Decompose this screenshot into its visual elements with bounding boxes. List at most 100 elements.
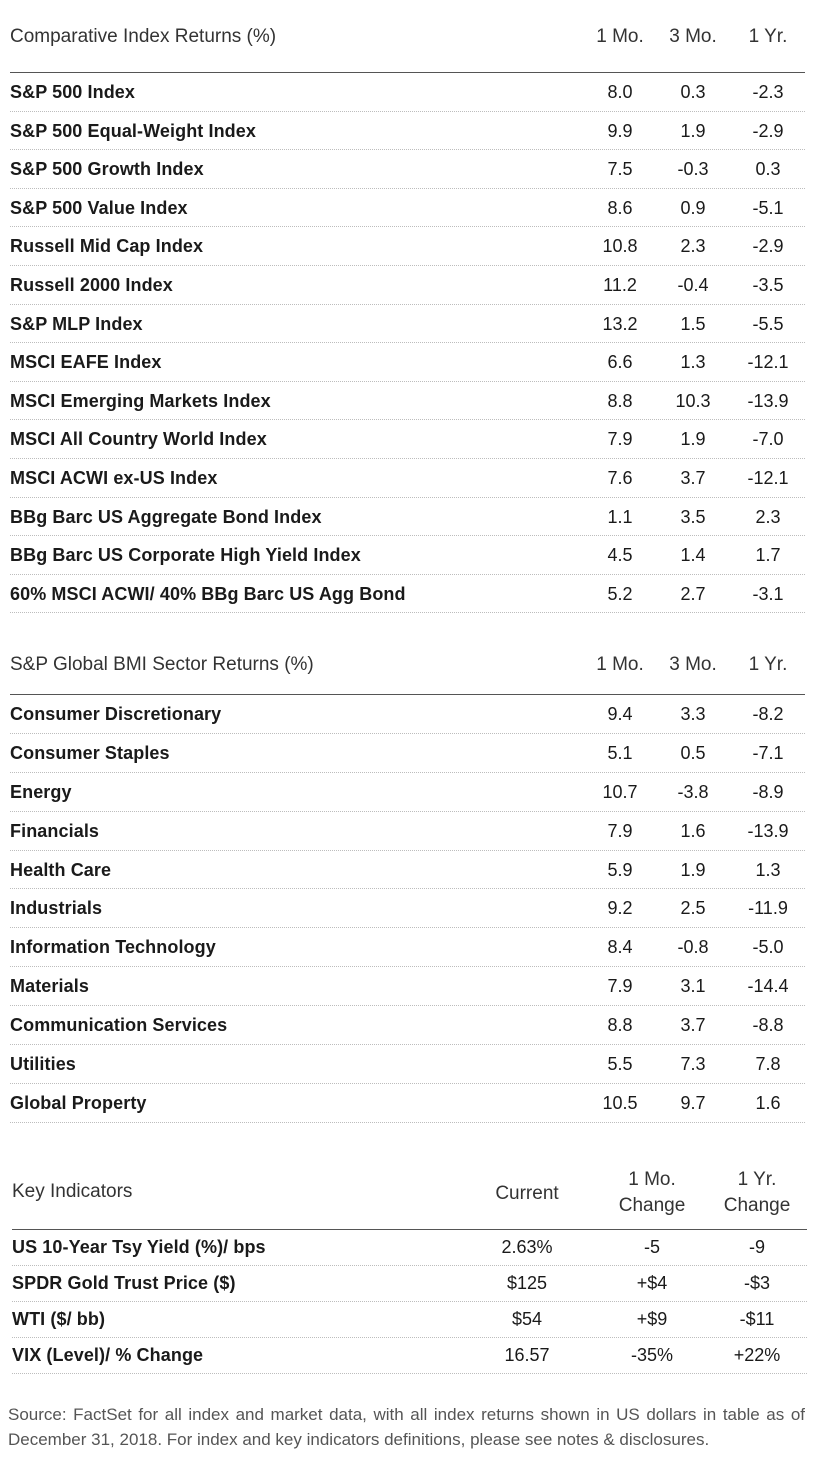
value-3mo: 0.9 xyxy=(680,197,706,218)
value-3mo: 1.3 xyxy=(680,352,706,373)
row-label: VIX (Level)/ % Change xyxy=(12,1345,204,1365)
value-1yr: -2.3 xyxy=(752,82,784,102)
table-row: Consumer Staples 5.1 0.5 -7.1 xyxy=(10,734,805,773)
table-row: S&P MLP Index 13.2 1.5 -5.5 xyxy=(10,305,805,344)
row-label: BBg Barc US Aggregate Bond Index xyxy=(10,506,322,527)
table-header: Key Indicators Current 1 Mo. Change 1 Yr… xyxy=(12,1153,807,1230)
table-row: MSCI EAFE Index 6.6 1.3 -12.1 xyxy=(10,343,805,382)
table-row: Russell Mid Cap Index 10.8 2.3 -2.9 xyxy=(10,227,805,266)
value-1yr-change: -$3 xyxy=(743,1273,770,1293)
column-header-1yr: 1 Yr. xyxy=(748,26,788,47)
value-1yr: 7.8 xyxy=(755,1054,781,1075)
value-1mo-change: -5 xyxy=(643,1237,660,1257)
value-1mo: 10.8 xyxy=(602,236,638,257)
table-title: S&P Global BMI Sector Returns (%) xyxy=(10,654,314,675)
value-3mo: -0.4 xyxy=(677,274,709,295)
table-row: Financials 7.9 1.6 -13.9 xyxy=(10,812,805,851)
value-1mo: 1.1 xyxy=(607,506,633,527)
row-label: Information Technology xyxy=(10,937,216,958)
value-1yr: -8.8 xyxy=(752,1015,784,1036)
table-row: Global Property 10.5 9.7 1.6 xyxy=(10,1084,805,1123)
value-3mo: 9.7 xyxy=(680,1092,706,1113)
value-1yr: -14.4 xyxy=(747,976,789,997)
table-row: Materials 7.9 3.1 -14.4 xyxy=(10,967,805,1007)
value-current: 16.57 xyxy=(504,1345,550,1365)
value-3mo: 0.5 xyxy=(680,742,706,763)
value-current: $125 xyxy=(506,1273,548,1293)
column-header-3mo: 3 Mo. xyxy=(669,26,717,47)
value-1yr: -8.2 xyxy=(752,704,784,724)
column-header-1yr: 1 Yr. xyxy=(748,654,788,675)
table-row: MSCI ACWI ex-US Index 7.6 3.7 -12.1 xyxy=(10,459,805,498)
value-1mo: 7.9 xyxy=(607,429,633,450)
table-row: Consumer Discretionary 9.4 3.3 -8.2 xyxy=(10,695,805,734)
value-3mo: 1.5 xyxy=(680,313,706,334)
value-1mo: 5.5 xyxy=(607,1054,633,1075)
comparative-index-returns-table: Comparative Index Returns (%) 1 Mo. 3 Mo… xyxy=(10,0,805,614)
value-3mo: 10.3 xyxy=(675,390,711,411)
value-1yr: 0.3 xyxy=(755,159,781,180)
table-row: S&P 500 Value Index 8.6 0.9 -5.1 xyxy=(10,189,805,228)
value-1mo: 7.6 xyxy=(607,467,633,488)
value-1mo: 8.6 xyxy=(607,197,633,218)
row-label: Consumer Staples xyxy=(10,742,170,763)
row-label: MSCI ACWI ex-US Index xyxy=(10,467,218,488)
row-label: SPDR Gold Trust Price ($) xyxy=(12,1273,236,1293)
value-3mo: 0.3 xyxy=(680,82,706,102)
table-header: Comparative Index Returns (%) 1 Mo. 3 Mo… xyxy=(10,0,805,73)
value-1yr-change: +22% xyxy=(733,1345,781,1365)
column-header-line: Change xyxy=(618,1195,686,1216)
row-label: Russell 2000 Index xyxy=(10,274,173,295)
value-1mo: 13.2 xyxy=(602,313,638,334)
sector-returns-table: S&P Global BMI Sector Returns (%) 1 Mo. … xyxy=(10,638,805,1123)
value-1mo: 8.0 xyxy=(607,82,633,102)
value-3mo: 3.3 xyxy=(680,704,706,724)
value-1mo-change: -35% xyxy=(630,1345,674,1365)
row-label: Consumer Discretionary xyxy=(10,704,222,724)
value-1yr: -5.0 xyxy=(752,937,784,958)
value-1yr: -5.5 xyxy=(752,313,784,334)
source-footnote: Source: FactSet for all index and market… xyxy=(8,1405,805,1449)
row-label: Industrials xyxy=(10,898,103,919)
value-3mo: 1.4 xyxy=(680,545,706,566)
table-title: Key Indicators xyxy=(12,1181,133,1202)
value-1mo: 4.5 xyxy=(607,545,633,566)
row-label: S&P 500 Value Index xyxy=(10,197,188,218)
table-row: VIX (Level)/ % Change 16.57 -35% +22% xyxy=(12,1338,807,1374)
row-label: Russell Mid Cap Index xyxy=(10,236,204,257)
value-1yr: -3.5 xyxy=(752,274,784,295)
table-row: Utilities 5.5 7.3 7.8 xyxy=(10,1045,805,1084)
value-1mo: 5.1 xyxy=(607,742,633,763)
value-3mo: 3.5 xyxy=(680,506,706,527)
value-3mo: 7.3 xyxy=(680,1054,706,1075)
column-header-1mo: 1 Mo. xyxy=(596,26,644,47)
value-1yr: -2.9 xyxy=(752,236,784,257)
row-label: S&P 500 Index xyxy=(10,82,136,102)
value-1yr: 1.7 xyxy=(755,545,781,566)
value-1mo: 8.4 xyxy=(607,937,633,958)
value-1yr-change: -9 xyxy=(748,1237,765,1257)
row-label: Energy xyxy=(10,781,72,802)
value-1yr: -13.9 xyxy=(747,820,789,841)
column-header-line: Change xyxy=(723,1195,791,1216)
table-row: WTI ($/ bb) $54 +$9 -$11 xyxy=(12,1302,807,1338)
column-header-line: 1 Yr. xyxy=(737,1169,777,1190)
table-body: S&P 500 Index 8.0 0.3 -2.3 S&P 500 Equal-Wei… xyxy=(10,73,805,614)
table-body: US 10-Year Tsy Yield (%)/ bps 2.63% -5 -9 SP… xyxy=(12,1230,807,1374)
row-label: WTI ($/ bb) xyxy=(12,1309,106,1329)
value-1mo: 8.8 xyxy=(607,390,633,411)
row-label: Financials xyxy=(10,820,100,841)
table-row: Communication Services 8.8 3.7 -8.8 xyxy=(10,1006,805,1046)
value-3mo: 2.5 xyxy=(680,898,706,919)
value-1yr: 1.6 xyxy=(755,1092,781,1113)
table-row: Industrials 9.2 2.5 -11.9 xyxy=(10,889,805,929)
value-3mo: 1.9 xyxy=(680,429,706,450)
value-current: $54 xyxy=(511,1309,543,1329)
table-row: Information Technology 8.4 -0.8 -5.0 xyxy=(10,928,805,968)
column-header-3mo: 3 Mo. xyxy=(669,654,717,675)
row-label: Health Care xyxy=(10,859,112,880)
value-3mo: 1.9 xyxy=(680,859,706,880)
value-1mo-change: +$4 xyxy=(636,1273,668,1293)
table-body: Consumer Discretionary 9.4 3.3 -8.2 Consumer… xyxy=(10,695,805,1123)
table-row: BBg Barc US Corporate High Yield Index 4.… xyxy=(10,536,805,575)
